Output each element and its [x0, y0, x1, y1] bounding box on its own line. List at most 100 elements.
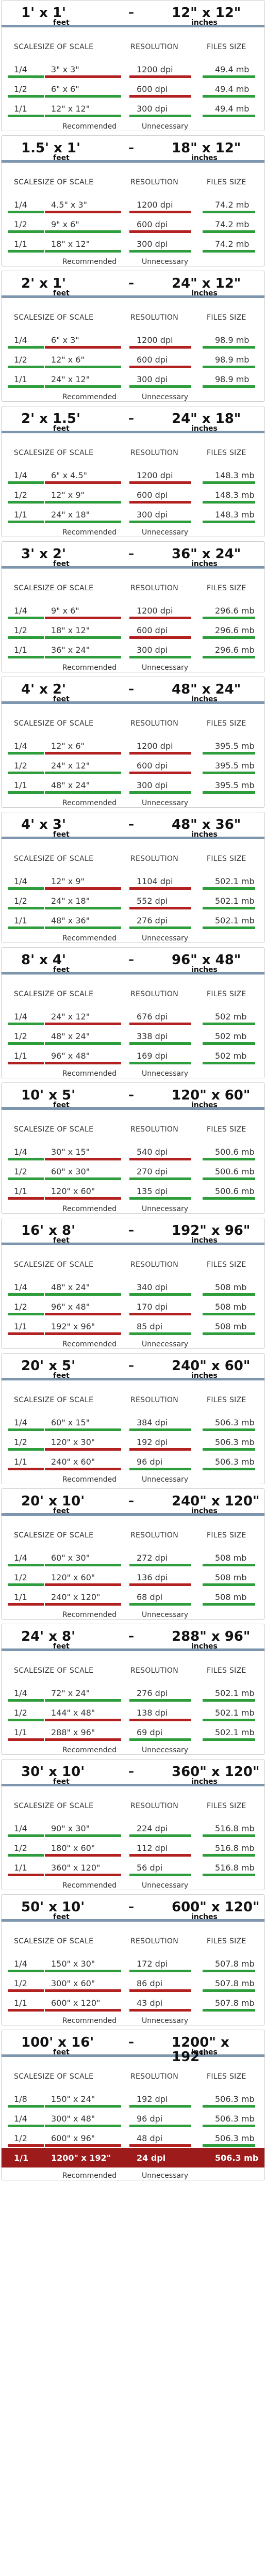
recommended-mark	[203, 1313, 255, 1315]
col-files-header: FILES SIZE	[207, 1531, 246, 1540]
legend-unnecessary: Unnecessary	[142, 528, 189, 537]
unnecessary-mark	[8, 1738, 44, 1741]
file-size-value: 98.9 mb	[215, 335, 250, 345]
size-value: 48" x 24"	[51, 1031, 90, 1041]
legend: Recommended Unnecessary	[2, 254, 264, 266]
col-files-header: FILES SIZE	[207, 313, 246, 322]
legend: Recommended Unnecessary	[2, 1065, 264, 1078]
unnecessary-mark	[8, 1468, 44, 1470]
scale-value: 1/4	[14, 1012, 27, 1022]
col-res-header: RESOLUTION	[130, 719, 179, 728]
col-scale-header: SCALE	[14, 584, 38, 592]
feet-unit-label: feet	[53, 425, 70, 433]
size-separator: –	[128, 1765, 134, 1778]
file-size-value: 502.1 mb	[215, 916, 255, 925]
recommended-mark	[8, 772, 44, 774]
file-size-value: 49.4 mb	[215, 84, 250, 94]
file-size-value: 502.1 mb	[215, 1727, 255, 1737]
size-inches: 24" x 12"	[172, 276, 241, 291]
legend-recommended: Recommended	[62, 2017, 117, 2025]
recommended-mark	[45, 1293, 121, 1296]
recommended-mark	[8, 2105, 44, 2108]
feet-unit-label: feet	[53, 966, 70, 974]
recommended-mark	[45, 521, 121, 523]
scale-value: 1/4	[14, 1147, 27, 1157]
table-row: 1/2 600" x 96" 48 dpi 506.3 mb	[2, 2128, 264, 2148]
column-headers: SCALE SIZE OF SCALE RESOLUTION FILES SIZE	[2, 1922, 264, 1954]
row-indicator-bar	[8, 1023, 258, 1025]
size-value: 3" x 3"	[51, 65, 79, 74]
feet-unit-label: feet	[53, 560, 70, 568]
resolution-value: 136 dpi	[137, 1573, 168, 1582]
unnecessary-mark	[45, 1468, 121, 1470]
size-value: 36" x 24"	[51, 645, 90, 655]
unnecessary-mark	[129, 887, 191, 890]
recommended-mark	[8, 1583, 44, 1586]
row-indicator-bar	[8, 791, 258, 794]
recommended-mark	[45, 501, 121, 504]
unnecessary-mark	[45, 346, 121, 349]
size-feet: 10' x 5'	[21, 1088, 76, 1103]
row-indicator-bar	[8, 1197, 258, 1200]
legend: Recommended Unnecessary	[2, 659, 264, 672]
scale-value: 1/1	[14, 104, 27, 114]
recommended-mark	[129, 115, 191, 117]
resolution-value: 86 dpi	[137, 1978, 163, 1988]
unnecessary-mark	[129, 752, 191, 755]
file-size-value: 502 mb	[215, 1051, 247, 1061]
table-row: 1/1 288" x 96" 69 dpi 502.1 mb	[2, 1722, 264, 1742]
recommended-mark	[129, 1293, 191, 1296]
card-header: 4' x 2' – 48" x 24" feet inches	[2, 677, 264, 704]
scale-value: 1/1	[14, 1592, 27, 1602]
size-value: 120" x 60"	[51, 1186, 95, 1196]
resolution-value: 300 dpi	[137, 104, 168, 114]
table-row: 1/2 12" x 9" 600 dpi 148.3 mb	[2, 485, 264, 505]
recommended-mark	[203, 1293, 255, 1296]
recommended-mark	[8, 887, 44, 890]
file-size-value: 516.8 mb	[215, 1863, 255, 1873]
size-card: 4' x 3' –48" x 36" feet inches SCALE SIZE OF …	[1, 812, 265, 943]
recommended-mark	[203, 1564, 255, 1566]
row-indicator-bar	[8, 1564, 258, 1566]
scale-value: 1/2	[14, 1437, 27, 1447]
scale-value: 1/4	[14, 1959, 27, 1969]
table-row: 1/4 30" x 15" 540 dpi 500.6 mb	[2, 1142, 264, 1161]
size-separator: –	[128, 1089, 134, 1102]
resolution-value: 192 dpi	[137, 1437, 168, 1447]
inches-unit-label: inches	[191, 425, 218, 433]
col-files-header: FILES SIZE	[207, 719, 246, 728]
file-size-value: 506.3 mb	[215, 1418, 255, 1427]
file-size-value: 395.5 mb	[215, 761, 255, 771]
unnecessary-mark	[129, 617, 191, 619]
col-files-header: FILES SIZE	[207, 2072, 246, 2081]
legend: Recommended Unnecessary	[2, 1607, 264, 1619]
table-row: 1/4 60" x 30" 272 dpi 508 mb	[2, 1548, 264, 1567]
col-res-header: RESOLUTION	[130, 855, 179, 863]
size-feet: 16' x 8'	[21, 1223, 76, 1238]
col-scale-header: SCALE	[14, 1261, 38, 1269]
unnecessary-mark	[129, 346, 191, 349]
file-size-value: 507.8 mb	[215, 1978, 255, 1988]
recommended-mark	[8, 481, 44, 484]
table-row: 1/4 300" x 48" 96 dpi 506.3 mb	[2, 2109, 264, 2128]
file-size-value: 74.2 mb	[215, 239, 250, 249]
col-res-header: RESOLUTION	[130, 178, 179, 186]
recommended-mark	[203, 1448, 255, 1451]
size-value: 288" x 96"	[51, 1727, 95, 1737]
legend-recommended: Recommended	[62, 122, 117, 131]
table-row: 1/2 96" x 48" 170 dpi 508 mb	[2, 1297, 264, 1316]
row-indicator-bar	[8, 1177, 258, 1180]
scale-value: 1/1	[14, 916, 27, 925]
size-value: 150" x 30"	[51, 1959, 95, 1969]
recommended-mark	[203, 385, 255, 388]
size-card: 16' x 8' –192" x 96" feet inches SCALE SIZE O…	[1, 1218, 265, 1349]
size-separator: –	[128, 1900, 134, 1913]
scale-value: 1/2	[14, 84, 27, 94]
unnecessary-mark	[129, 75, 191, 78]
table-row: 1/2 60" x 30" 270 dpi 500.6 mb	[2, 1161, 264, 1181]
size-card: 2' x 1.5' –24" x 18" feet inches SCALE SIZE O…	[1, 406, 265, 537]
card-header: 20' x 5' – 240" x 60" feet inches	[2, 1354, 264, 1380]
legend-recommended: Recommended	[62, 799, 117, 807]
file-size-value: 502.1 mb	[215, 876, 255, 886]
card-header: 1.5' x 1' – 18" x 12" feet inches	[2, 136, 264, 163]
